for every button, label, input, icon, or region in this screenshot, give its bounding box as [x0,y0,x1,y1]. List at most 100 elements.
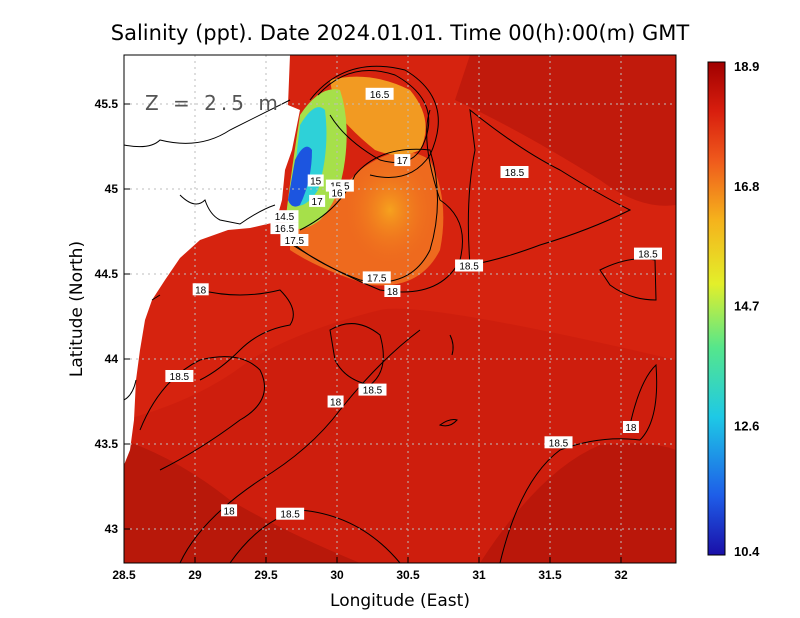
y-axis-label: Latitude (North) [67,241,87,377]
contour-label-text: 14.5 [275,212,295,223]
y-tick-label: 43 [105,522,119,536]
contour-label-text: 18.5 [459,262,479,273]
x-tick-label: 31.5 [538,568,562,582]
contour-label: 16.5 [365,87,394,101]
contour-label: 17.5 [280,234,309,247]
contour-label: 17.5 [362,271,391,284]
x-tick-label: 29 [188,568,202,582]
contour-label: 16 [329,186,345,199]
contour-18-5-e [599,258,657,301]
contour-label-text: 17.5 [285,236,305,247]
contour-label: 17 [309,194,326,208]
contour-label-box [165,370,194,382]
contour-label: 18.5 [358,383,387,397]
contour-label-text: 18 [224,506,236,517]
contour-18-se [499,363,658,563]
contour-label-box [270,210,299,223]
y-axis-ticks: 43 43.5 44 44.5 45 45.5 [95,97,130,536]
y-tick-label: 45 [105,182,119,196]
colorbar-tick-label: 10.4 [734,544,760,559]
contour-label-text: 18.5 [280,510,300,521]
colorbar-tick-label: 16.8 [734,179,759,194]
x-axis-label: Longitude (East) [330,591,470,611]
x-tick-label: 28.5 [112,568,136,582]
contour-label-box [270,222,299,235]
contour-label-box [307,174,324,187]
contour-label-box [622,421,639,433]
contour-label: 15 [307,174,324,188]
x-tick-label: 29.5 [254,568,278,582]
plot-area: 16.51718.51515.5161714.516.517.517.51818… [124,55,676,563]
contour-label-box [394,154,411,167]
contour-label-box [358,383,387,396]
contour-label-box [327,395,344,408]
contour-small [438,419,458,427]
high-salinity-sw [124,440,360,563]
y-tick-label: 44 [105,352,119,366]
contour-label: 18.5 [633,247,662,261]
border-line-4 [151,294,161,301]
plume-blue [288,146,312,207]
contour-label-text: 17 [397,156,409,167]
y-tick-label: 45.5 [95,97,119,111]
border-line-2 [179,194,276,225]
contour-17 [309,65,439,178]
contour-label-text: 17.5 [367,273,387,284]
contour-label-text: 15 [310,177,322,188]
contour-label: 18 [327,395,344,409]
contour-label-box [280,234,309,246]
contour-tiny [449,334,454,356]
contour-label-text: 16.5 [275,224,295,235]
contour-18-w [199,289,294,381]
y-tick-label: 43.5 [95,437,119,451]
contour-label: 18.5 [544,436,573,449]
contour-labels: 16.51718.51515.5161714.516.517.517.51818… [165,87,662,521]
contour-label-box [309,194,326,207]
colorbar [707,61,726,556]
contour-label: 16.5 [270,222,299,235]
map-title: Salinity (ppt). Date 2024.01.01. Time 00… [111,21,690,45]
border-line-3 [124,379,137,401]
contour-label-text: 18 [330,398,342,409]
colorbar-tick-label: 14.7 [734,299,759,314]
contour-label: 14.5 [270,210,299,223]
high-salinity-se [480,443,676,563]
contour-label: 18.5 [500,166,529,179]
contour-label: 18 [221,504,238,517]
contour-label-box [192,283,209,296]
contour-label: 17 [394,154,411,167]
contour-label-text: 18.5 [549,438,569,449]
contour-18-sw [179,329,421,563]
plot-frame [123,54,677,564]
x-tick-label: 31 [472,568,486,582]
contour-label-box [221,504,238,517]
land-mass [124,55,300,465]
contour-18-5-ne [467,108,632,266]
border-line-1 [124,99,291,148]
contour-label: 18.5 [165,370,194,383]
contour-label-text: 18.5 [505,168,525,179]
contour-label-box [329,186,345,199]
contour-label-text: 16.5 [370,90,390,101]
contour-label: 18.5 [455,259,484,273]
contour-label-box [276,507,305,520]
contour-label-box [365,87,394,100]
contour-label-text: 18.5 [638,250,658,261]
contour-label-box [633,247,662,260]
x-tick-label: 30.5 [396,568,420,582]
contour-label-text: 16 [331,188,343,199]
contour-label-box [384,285,401,297]
depth-label: Z = 2.5 m [145,91,282,115]
colorbar-tick-label: 12.6 [734,418,759,433]
contour-label: 18 [192,283,209,296]
plume-core [345,155,435,265]
x-axis-ticks: 28.5 29 29.5 30 30.5 31 31.5 32 [112,557,628,582]
contour-label-box [500,166,529,178]
contour-label-box [455,259,484,272]
x-tick-label: 32 [614,568,628,582]
contour-label-text: 18 [625,423,637,434]
contour-label-text: 17 [312,197,324,208]
plume-north [330,76,426,155]
contour-label-text: 18.5 [363,386,383,397]
